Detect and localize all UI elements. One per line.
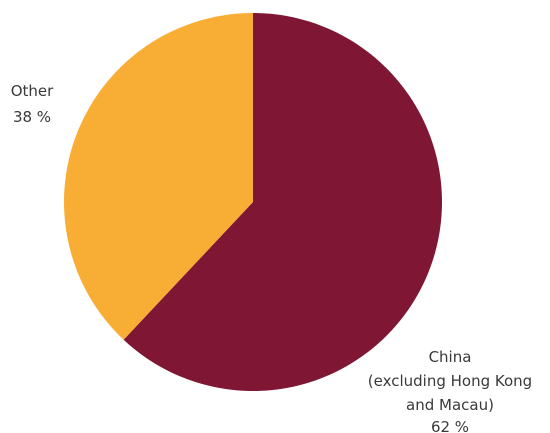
pie-slice-other (64, 13, 254, 340)
slice-label-china: China (excluding Hong Kong and Macau) 62… (368, 348, 532, 433)
slice-label-other-name: Other (11, 82, 54, 100)
slice-label-other: Other 38 % (11, 82, 54, 126)
slice-label-china-value: 62 % (431, 418, 469, 433)
slice-label-china-name-line-3: and Macau) (406, 396, 494, 414)
slice-label-other-value: 38 % (13, 108, 51, 126)
pie-slices (64, 13, 442, 392)
pie-slice-china (123, 13, 442, 392)
slice-label-china-name-line-1: China (429, 348, 472, 366)
slice-label-china-name-line-2: (excluding Hong Kong (368, 372, 532, 390)
